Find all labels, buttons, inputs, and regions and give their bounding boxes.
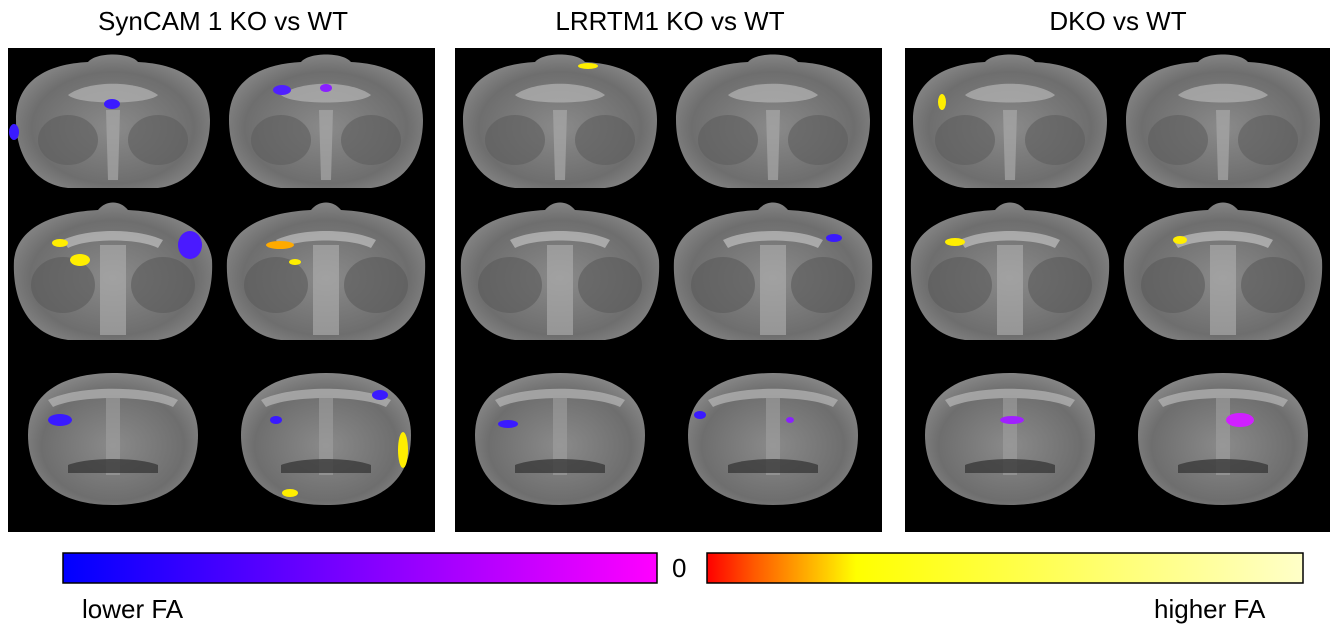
panel-title: SynCAM 1 KO vs WT bbox=[98, 6, 348, 36]
brain-slice bbox=[910, 202, 1110, 340]
brain-slice bbox=[13, 202, 213, 340]
brain-slice bbox=[475, 373, 645, 505]
brain-slice bbox=[16, 54, 210, 188]
brain-slice bbox=[676, 54, 870, 188]
brain-slice bbox=[460, 202, 660, 340]
brain-slice bbox=[688, 373, 858, 505]
blobs bbox=[9, 63, 1254, 497]
brain-slice bbox=[463, 54, 657, 188]
colorbar-high-label: higher FA bbox=[1154, 594, 1266, 624]
colorbar-zero: 0 bbox=[672, 553, 687, 583]
colorbar-low-label: lower FA bbox=[82, 594, 184, 624]
brain-slice bbox=[226, 202, 426, 340]
brain-slice bbox=[673, 202, 873, 340]
panel-title: LRRTM1 KO vs WT bbox=[555, 6, 785, 36]
brain-slice bbox=[229, 54, 423, 188]
brain-slice bbox=[1126, 54, 1320, 188]
colorbar-higher bbox=[706, 552, 1304, 584]
colorbar-lower bbox=[62, 552, 658, 584]
brain-slice bbox=[913, 54, 1107, 188]
brain-slice bbox=[925, 373, 1095, 505]
panel-title: DKO vs WT bbox=[1049, 6, 1187, 36]
brain-slice bbox=[1138, 373, 1308, 505]
brain-slice bbox=[28, 373, 198, 505]
brain-slice bbox=[1123, 202, 1323, 340]
